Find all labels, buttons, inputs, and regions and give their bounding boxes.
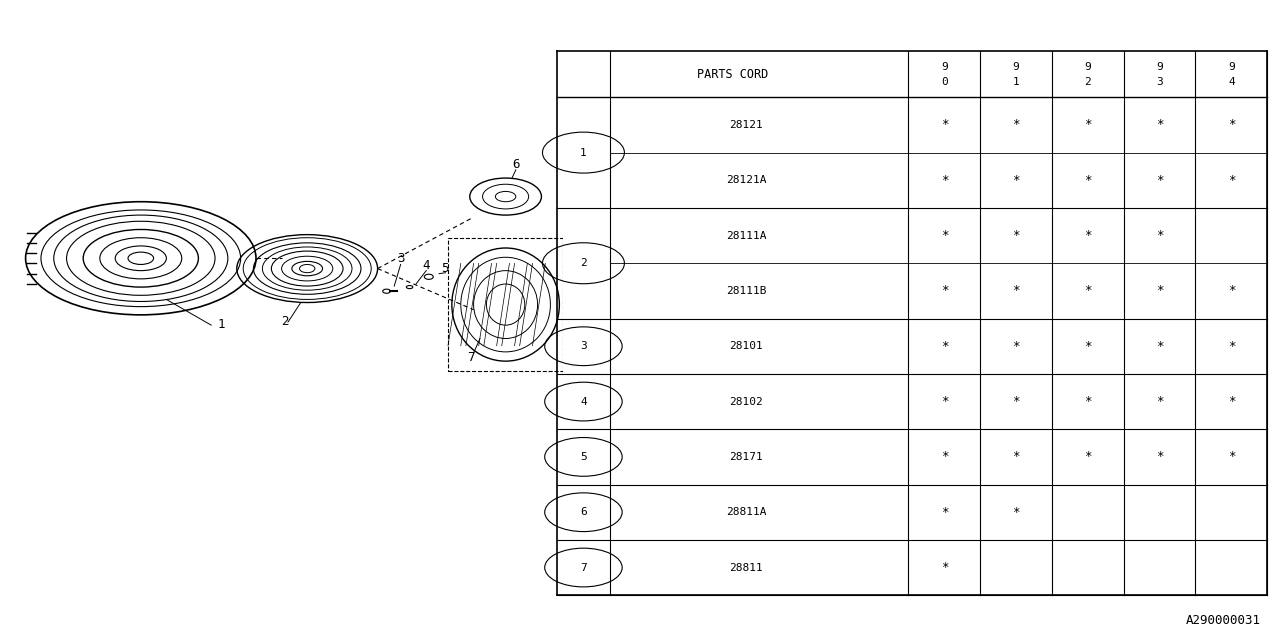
Text: 6: 6	[512, 158, 520, 171]
Ellipse shape	[383, 289, 390, 293]
Text: *: *	[1156, 340, 1164, 353]
Text: *: *	[941, 284, 948, 298]
Circle shape	[545, 438, 622, 476]
Text: *: *	[1084, 174, 1092, 187]
Text: 2: 2	[1084, 77, 1091, 87]
Text: *: *	[1156, 451, 1164, 463]
Text: *: *	[1084, 340, 1092, 353]
Text: 28121: 28121	[730, 120, 763, 130]
Text: *: *	[941, 506, 948, 518]
Circle shape	[543, 132, 625, 173]
Text: 5: 5	[442, 262, 449, 275]
Text: 28121A: 28121A	[726, 175, 767, 185]
Text: *: *	[1012, 229, 1020, 242]
Text: *: *	[1228, 451, 1235, 463]
Text: *: *	[1156, 229, 1164, 242]
Text: 2: 2	[282, 315, 289, 328]
Text: 4: 4	[422, 259, 430, 271]
Text: 28811A: 28811A	[726, 508, 767, 517]
Text: 3: 3	[580, 341, 586, 351]
Text: 28111A: 28111A	[726, 230, 767, 241]
Text: 9: 9	[941, 61, 947, 72]
Text: 9: 9	[1156, 61, 1164, 72]
Text: 7: 7	[467, 351, 475, 364]
Text: *: *	[1156, 118, 1164, 131]
Ellipse shape	[407, 285, 412, 289]
Text: *: *	[1012, 174, 1020, 187]
Text: PARTS CORD: PARTS CORD	[698, 68, 768, 81]
Circle shape	[545, 548, 622, 587]
Text: 1: 1	[218, 318, 225, 332]
Text: *: *	[1012, 451, 1020, 463]
Text: 28171: 28171	[730, 452, 763, 462]
Text: 3: 3	[1156, 77, 1164, 87]
Text: *: *	[941, 395, 948, 408]
Text: *: *	[1228, 340, 1235, 353]
Text: *: *	[941, 451, 948, 463]
Text: *: *	[1156, 395, 1164, 408]
Text: *: *	[1012, 284, 1020, 298]
Text: *: *	[941, 340, 948, 353]
Circle shape	[543, 243, 625, 284]
Ellipse shape	[424, 274, 433, 280]
Text: 1: 1	[1012, 77, 1019, 87]
Text: *: *	[1228, 284, 1235, 298]
Text: 4: 4	[1228, 77, 1235, 87]
Text: *: *	[1156, 284, 1164, 298]
Text: 9: 9	[1228, 61, 1235, 72]
Text: 28811: 28811	[730, 563, 763, 573]
Text: 7: 7	[580, 563, 586, 573]
Text: 3: 3	[397, 252, 404, 266]
Text: 9: 9	[1012, 61, 1019, 72]
Text: *: *	[1228, 174, 1235, 187]
Text: *: *	[941, 561, 948, 574]
Text: *: *	[1012, 395, 1020, 408]
Text: *: *	[941, 229, 948, 242]
Text: 2: 2	[580, 259, 586, 268]
Text: *: *	[1228, 395, 1235, 408]
Text: 28101: 28101	[730, 341, 763, 351]
Circle shape	[545, 493, 622, 532]
Text: 28111B: 28111B	[726, 286, 767, 296]
Text: A290000031: A290000031	[1185, 614, 1261, 627]
Text: *: *	[1012, 118, 1020, 131]
Text: *: *	[941, 118, 948, 131]
Text: 4: 4	[580, 397, 586, 406]
Text: *: *	[1084, 395, 1092, 408]
Text: *: *	[941, 174, 948, 187]
Text: 28102: 28102	[730, 397, 763, 406]
Circle shape	[545, 327, 622, 365]
Text: 0: 0	[941, 77, 947, 87]
Text: *: *	[1084, 118, 1092, 131]
Text: *: *	[1156, 174, 1164, 187]
Text: 1: 1	[580, 148, 586, 157]
Text: *: *	[1084, 451, 1092, 463]
Text: *: *	[1228, 118, 1235, 131]
Text: 6: 6	[580, 508, 586, 517]
Text: *: *	[1084, 229, 1092, 242]
Text: *: *	[1012, 340, 1020, 353]
Text: *: *	[1084, 284, 1092, 298]
Text: 5: 5	[580, 452, 586, 462]
Text: 9: 9	[1084, 61, 1091, 72]
Circle shape	[545, 382, 622, 421]
Text: *: *	[1012, 506, 1020, 518]
